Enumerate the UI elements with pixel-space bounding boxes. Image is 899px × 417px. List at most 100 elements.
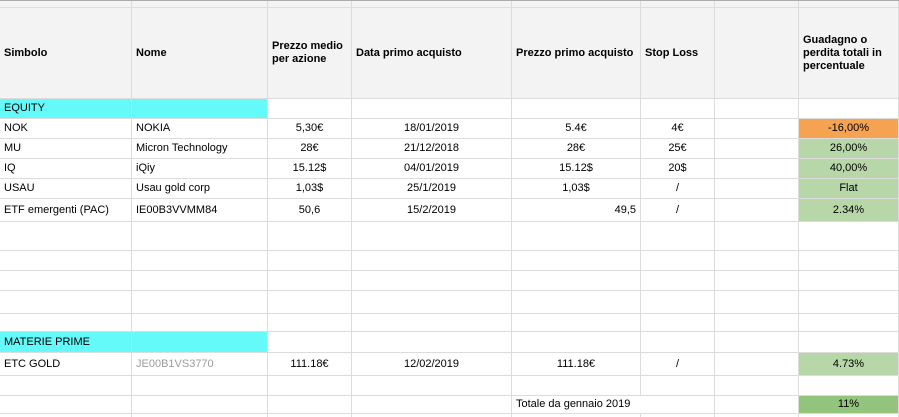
- cell-r13-c4[interactable]: [512, 332, 641, 353]
- cell-r5-c3[interactable]: 04/01/2019: [352, 159, 512, 179]
- cell-r13-c6[interactable]: [715, 332, 799, 353]
- cell-r13-c1[interactable]: [132, 332, 268, 353]
- cell-r9-c0[interactable]: [0, 251, 132, 271]
- cell-r15-c5[interactable]: [641, 376, 715, 396]
- cell-r5-c7[interactable]: 40,00%: [799, 159, 899, 179]
- cell-r10-c2[interactable]: [268, 271, 352, 291]
- cell-r12-c0[interactable]: [0, 314, 132, 332]
- cell-r0-c0[interactable]: [0, 1, 132, 8]
- cell-r2-c4[interactable]: [512, 99, 641, 119]
- cell-r1-c5[interactable]: Stop Loss: [641, 8, 715, 99]
- cell-r2-c7[interactable]: [799, 99, 899, 119]
- cell-r12-c3[interactable]: [352, 314, 512, 332]
- cell-r2-c3[interactable]: [352, 99, 512, 119]
- cell-r12-c6[interactable]: [715, 314, 799, 332]
- cell-r12-c7[interactable]: [799, 314, 899, 332]
- cell-r8-c1[interactable]: [132, 222, 268, 251]
- cell-r8-c4[interactable]: [512, 222, 641, 251]
- cell-r14-c3[interactable]: 12/02/2019: [352, 353, 512, 376]
- cell-r8-c0[interactable]: [0, 222, 132, 251]
- cell-r15-c4[interactable]: [512, 376, 641, 396]
- cell-r1-c6[interactable]: [715, 8, 799, 99]
- cell-r11-c0[interactable]: [0, 291, 132, 314]
- cell-r17-c5[interactable]: [641, 414, 715, 417]
- cell-r8-c5[interactable]: [641, 222, 715, 251]
- cell-r11-c4[interactable]: [512, 291, 641, 314]
- cell-r14-c2[interactable]: 111.18€: [268, 353, 352, 376]
- cell-r14-c6[interactable]: [715, 353, 799, 376]
- cell-r3-c1[interactable]: NOKIA: [132, 119, 268, 139]
- cell-r0-c1[interactable]: [132, 1, 268, 8]
- cell-r3-c6[interactable]: [715, 119, 799, 139]
- cell-r10-c0[interactable]: [0, 271, 132, 291]
- cell-r8-c7[interactable]: [799, 222, 899, 251]
- cell-r6-c2[interactable]: 1,03$: [268, 179, 352, 199]
- cell-r13-c2[interactable]: [268, 332, 352, 353]
- cell-r12-c4[interactable]: [512, 314, 641, 332]
- cell-r17-c2[interactable]: [268, 414, 352, 417]
- cell-r4-c7[interactable]: 26,00%: [799, 139, 899, 159]
- cell-r9-c5[interactable]: [641, 251, 715, 271]
- cell-r14-c4[interactable]: 111.18€: [512, 353, 641, 376]
- cell-r2-c1[interactable]: [132, 99, 268, 119]
- cell-r16-c3[interactable]: [352, 396, 512, 414]
- cell-r2-c0[interactable]: EQUITY: [0, 99, 132, 119]
- cell-r7-c6[interactable]: [715, 199, 799, 222]
- cell-r11-c5[interactable]: [641, 291, 715, 314]
- cell-r5-c2[interactable]: 15.12$: [268, 159, 352, 179]
- cell-r3-c3[interactable]: 18/01/2019: [352, 119, 512, 139]
- cell-r7-c4[interactable]: 49,5: [512, 199, 641, 222]
- cell-r0-c5[interactable]: [641, 1, 715, 8]
- cell-r17-c4[interactable]: [512, 414, 641, 417]
- cell-r1-c1[interactable]: Nome: [132, 8, 268, 99]
- cell-r9-c1[interactable]: [132, 251, 268, 271]
- cell-r17-c3[interactable]: [352, 414, 512, 417]
- cell-r0-c4[interactable]: [512, 1, 641, 8]
- cell-r12-c1[interactable]: [132, 314, 268, 332]
- cell-r16-c6[interactable]: [715, 396, 799, 414]
- cell-r2-c2[interactable]: [268, 99, 352, 119]
- cell-r10-c6[interactable]: [715, 271, 799, 291]
- cell-r11-c3[interactable]: [352, 291, 512, 314]
- cell-r6-c6[interactable]: [715, 179, 799, 199]
- cell-r10-c7[interactable]: [799, 271, 899, 291]
- cell-r4-c3[interactable]: 21/12/2018: [352, 139, 512, 159]
- cell-r7-c3[interactable]: 15/2/2019: [352, 199, 512, 222]
- cell-r1-c7[interactable]: Guadagno o perdita totali in percentuale: [799, 8, 899, 99]
- cell-r3-c4[interactable]: 5.4€: [512, 119, 641, 139]
- cell-r12-c5[interactable]: [641, 314, 715, 332]
- cell-r7-c1[interactable]: IE00B3VVMM84: [132, 199, 268, 222]
- cell-r11-c6[interactable]: [715, 291, 799, 314]
- cell-r1-c4[interactable]: Prezzo primo acquisto: [512, 8, 641, 99]
- cell-r4-c2[interactable]: 28€: [268, 139, 352, 159]
- cell-r3-c2[interactable]: 5,30€: [268, 119, 352, 139]
- cell-r15-c3[interactable]: [352, 376, 512, 396]
- cell-r10-c3[interactable]: [352, 271, 512, 291]
- cell-r16-c2[interactable]: [268, 396, 352, 414]
- cell-r16-c4[interactable]: Totale da gennaio 2019: [512, 396, 715, 414]
- cell-r7-c2[interactable]: 50,6: [268, 199, 352, 222]
- cell-r4-c0[interactable]: MU: [0, 139, 132, 159]
- cell-r15-c2[interactable]: [268, 376, 352, 396]
- cell-r5-c1[interactable]: iQiy: [132, 159, 268, 179]
- cell-r15-c1[interactable]: [132, 376, 268, 396]
- cell-r0-c6[interactable]: [715, 1, 799, 8]
- cell-r17-c1[interactable]: [132, 414, 268, 417]
- cell-r11-c1[interactable]: [132, 291, 268, 314]
- cell-r10-c1[interactable]: [132, 271, 268, 291]
- cell-r17-c0[interactable]: [0, 414, 132, 417]
- cell-r6-c0[interactable]: USAU: [0, 179, 132, 199]
- cell-r10-c4[interactable]: [512, 271, 641, 291]
- cell-r13-c3[interactable]: [352, 332, 512, 353]
- cell-r13-c0[interactable]: MATERIE PRIME: [0, 332, 132, 353]
- cell-r3-c0[interactable]: NOK: [0, 119, 132, 139]
- cell-r0-c7[interactable]: [799, 1, 899, 8]
- cell-r11-c2[interactable]: [268, 291, 352, 314]
- cell-r9-c4[interactable]: [512, 251, 641, 271]
- cell-r8-c2[interactable]: [268, 222, 352, 251]
- cell-r9-c6[interactable]: [715, 251, 799, 271]
- cell-r5-c5[interactable]: 20$: [641, 159, 715, 179]
- cell-r7-c5[interactable]: /: [641, 199, 715, 222]
- cell-r1-c2[interactable]: Prezzo medio per azione: [268, 8, 352, 99]
- cell-r6-c3[interactable]: 25/1/2019: [352, 179, 512, 199]
